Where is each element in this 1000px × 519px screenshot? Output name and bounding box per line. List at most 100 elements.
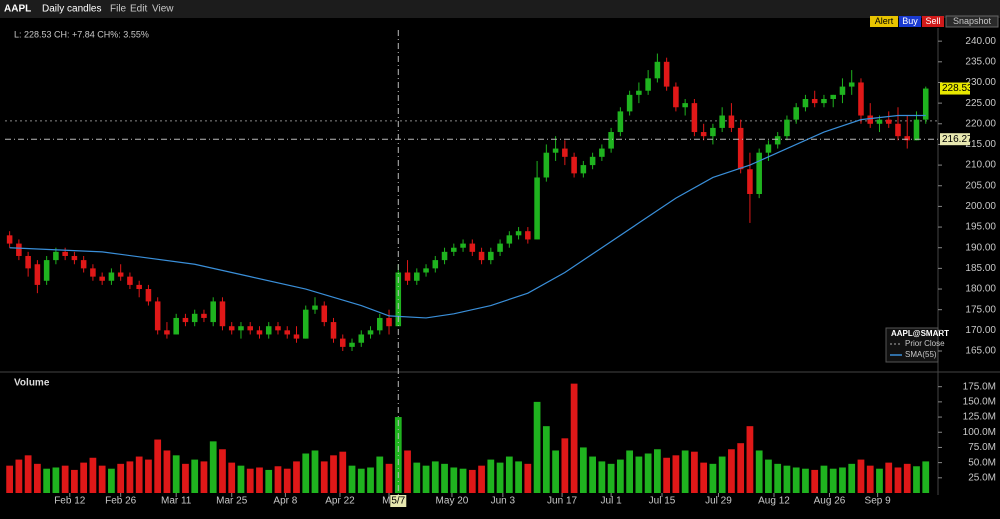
candle-body	[515, 231, 522, 236]
x-tick-label: Mar 11	[161, 496, 192, 507]
x-tick-label: Jul 15	[649, 496, 676, 507]
volume-bar	[311, 450, 319, 493]
x-tick-label: Apr 22	[325, 496, 355, 507]
legend-title: AAPL@SMART	[891, 329, 949, 338]
volume-bar	[579, 447, 587, 493]
volume-bar	[52, 467, 60, 493]
volume-bar	[431, 461, 439, 493]
snapshot-button[interactable]	[945, 15, 999, 28]
y-tick-label: 75.0M	[968, 442, 996, 453]
candle-body	[386, 317, 392, 327]
y-tick-label: 25.0M	[968, 472, 996, 483]
candle-body	[90, 268, 96, 277]
candle-body	[784, 119, 790, 137]
volume-bar	[718, 456, 726, 493]
volume-bar	[108, 468, 115, 493]
candle-body	[71, 255, 78, 261]
candle-body	[488, 251, 494, 261]
volume-bar	[98, 465, 106, 493]
y-tick-label: 200.00	[965, 201, 996, 212]
y-tick-label: 195.00	[965, 222, 996, 233]
candle-body	[904, 136, 911, 141]
candle-body	[228, 326, 235, 331]
volume-bar	[561, 438, 569, 493]
candle-body	[460, 243, 466, 248]
candle-body	[737, 127, 744, 170]
candle-body	[858, 82, 864, 116]
candle-body	[756, 152, 762, 195]
volume-bar	[265, 469, 273, 493]
candle-body	[876, 119, 883, 124]
y-tick-label: 215.00	[965, 139, 996, 150]
y-tick-label: 220.00	[965, 118, 996, 129]
volume-bar	[126, 461, 134, 493]
volume-bar	[367, 467, 374, 493]
sell-label[interactable]: Sell	[925, 16, 940, 26]
volume-bar	[857, 459, 865, 493]
volume-bar	[246, 468, 254, 493]
candle-body	[580, 165, 587, 174]
buy-button[interactable]	[899, 16, 921, 27]
volume-bar	[746, 426, 754, 493]
volume-bar	[533, 401, 541, 493]
x-tick-label: Jul 29	[705, 496, 732, 507]
candle-body	[552, 148, 559, 153]
volume-bar	[404, 450, 411, 493]
candle-body	[710, 127, 716, 137]
candle-body	[339, 338, 346, 347]
menu[interactable]: View	[152, 4, 174, 15]
volume-bar	[681, 450, 689, 493]
candle-body	[636, 90, 642, 95]
candle-body	[62, 251, 68, 256]
crosshair-price: 216.27	[942, 134, 973, 145]
candle-body	[293, 334, 300, 339]
snapshot-label[interactable]: Snapshot	[953, 16, 992, 26]
volume-bar	[385, 463, 393, 493]
symbol[interactable]: AAPL	[4, 4, 31, 15]
candle-body	[238, 326, 244, 331]
candle-body	[895, 123, 901, 137]
volume-bar	[61, 465, 69, 493]
candle-body	[774, 136, 781, 145]
x-tick-label: Sep 9	[865, 496, 892, 507]
candle-body	[53, 251, 59, 261]
menu[interactable]: Edit	[130, 4, 147, 15]
y-tick-label: 190.00	[965, 242, 996, 253]
alert-button[interactable]	[870, 16, 898, 27]
candle-body	[525, 231, 531, 240]
candle-body	[700, 132, 707, 137]
buy-label[interactable]: Buy	[902, 16, 918, 26]
menu[interactable]: File	[110, 4, 127, 15]
candle-body	[922, 88, 929, 120]
volume-bar	[700, 462, 708, 493]
volume-bar	[792, 467, 800, 493]
volume-title: Volume	[14, 378, 50, 389]
alert-label[interactable]: Alert	[875, 16, 894, 26]
candle-body	[765, 144, 772, 153]
volume-bar	[876, 468, 883, 493]
volume-bar	[71, 469, 78, 493]
candle-body	[506, 235, 513, 244]
x-tick-label: Aug 12	[758, 496, 790, 507]
candle-body	[562, 148, 568, 157]
volume-bar	[468, 469, 476, 493]
sell-button[interactable]	[922, 16, 944, 27]
crosshair-price-box	[940, 133, 970, 146]
volume-bar	[626, 450, 634, 493]
volume-bar	[274, 466, 282, 493]
candle-body	[848, 82, 855, 87]
volume-bar	[413, 462, 421, 493]
volume-bar	[811, 469, 819, 493]
price-info: L: 228.53 CH: +7.84 CH%: 3.55%	[14, 29, 149, 39]
y-tick-label: 165.00	[965, 346, 996, 357]
volume-bar	[737, 443, 745, 493]
candle-body	[571, 156, 577, 174]
legend-item: Prior Close	[905, 339, 945, 348]
candle-body	[127, 276, 133, 285]
interval[interactable]: Daily candles	[42, 4, 101, 15]
candle-body	[358, 334, 365, 343]
candle-body	[145, 289, 152, 302]
candle-body	[219, 301, 226, 327]
candle-body	[80, 260, 87, 269]
